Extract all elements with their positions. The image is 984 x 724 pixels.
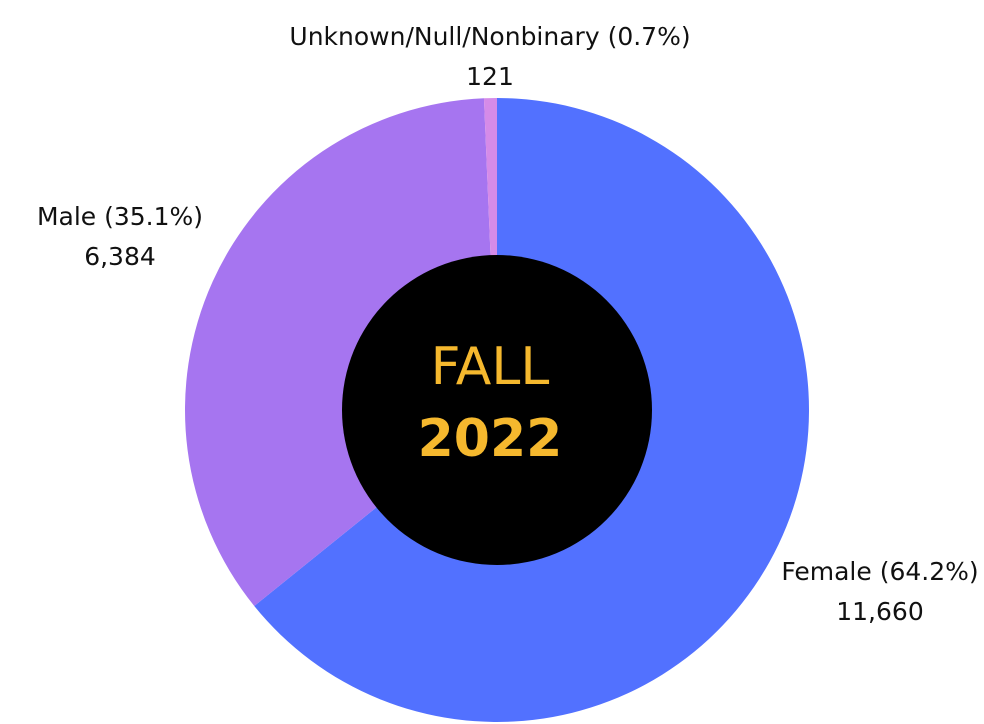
slice [254, 98, 809, 722]
slice [483, 98, 497, 261]
slice-label: Female (64.2%) [781, 557, 978, 586]
category-label: Male [37, 202, 96, 231]
slice-label: Unknown/Null/Nonbinary (0.7%) [289, 22, 690, 51]
value-label: 11,660 [836, 597, 923, 626]
donut-hole [342, 255, 652, 565]
center-subtitle: 2022 [418, 409, 563, 469]
donut [184, 98, 809, 722]
slice [184, 98, 491, 607]
value-label: 6,384 [84, 242, 156, 271]
category-label: Female [781, 557, 871, 586]
slice-label: Male (35.1%) [37, 202, 203, 231]
percent-label: (0.7%) [608, 22, 691, 51]
percent-label: (64.2%) [880, 557, 979, 586]
category-label: Unknown/Null/Nonbinary [289, 22, 599, 51]
value-label: 121 [466, 62, 514, 91]
percent-label: (35.1%) [104, 202, 203, 231]
center-title: FALL [431, 337, 550, 397]
